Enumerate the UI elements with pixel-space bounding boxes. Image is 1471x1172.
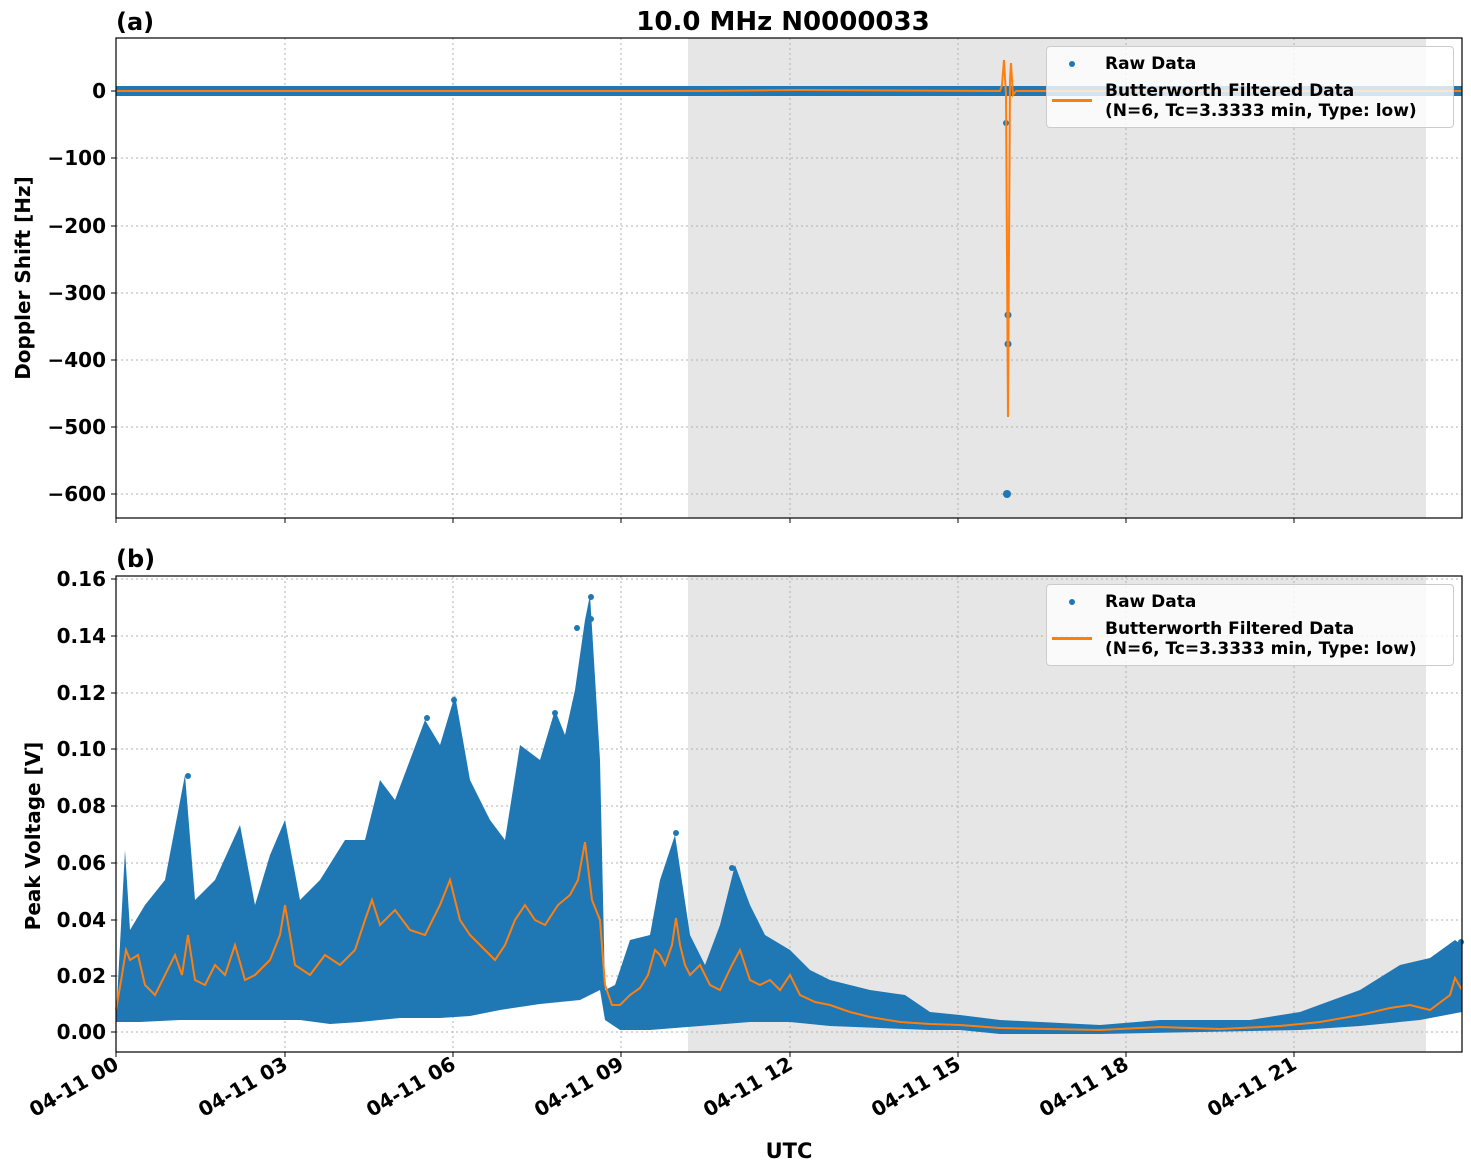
ytick-label: 0.04 <box>57 908 106 932</box>
xticks: 04-11 00 04-11 03 04-11 06 04-11 09 04-1… <box>25 1052 1301 1122</box>
legend-item-filtered: Butterworth Filtered Data (N=6, Tc=3.333… <box>1047 619 1453 659</box>
ytick-label: 0.12 <box>57 681 106 705</box>
legend-a: Raw Data Butterworth Filtered Data (N=6,… <box>1046 46 1454 128</box>
xtick-label: 04-11 18 <box>1035 1052 1133 1122</box>
raw-data-envelope-b <box>116 595 1462 1034</box>
legend-item-filtered: Butterworth Filtered Data (N=6, Tc=3.333… <box>1047 81 1453 121</box>
xtick-label: 04-11 09 <box>530 1052 628 1122</box>
legend-label-filtered: Butterworth Filtered Data <box>1105 619 1355 639</box>
xtick-label: 04-11 06 <box>362 1052 460 1122</box>
axes-frame-b <box>115 575 1463 1053</box>
ytick-label: 0.06 <box>57 851 106 875</box>
raw-data-marker-icon <box>1069 599 1075 605</box>
filtered-line-b <box>115 841 1463 1032</box>
ytick-label: 0.02 <box>57 964 106 988</box>
ytick-label: 0.00 <box>57 1020 106 1044</box>
legend-label-raw: Raw Data <box>1105 592 1197 612</box>
ytick-label: −200 <box>47 214 106 238</box>
y-axis-label-b: Peak Voltage [V] <box>21 742 45 931</box>
ytick-label: 0.10 <box>57 737 106 761</box>
xtick-label: 04-11 15 <box>867 1052 965 1122</box>
ticks-b <box>111 578 1295 1057</box>
yticks-b: 0.16 0.14 0.12 0.10 0.08 0.06 0.04 0.02 … <box>57 567 106 1044</box>
axes-frame-a <box>115 37 1463 519</box>
ytick-label: −500 <box>47 415 106 439</box>
ytick-label: 0.08 <box>57 794 106 818</box>
legend-label-filtered: Butterworth Filtered Data <box>1105 81 1355 101</box>
yticks-a: 0 −100 −200 −300 −400 −500 −600 <box>47 79 106 506</box>
ytick-label: 0 <box>92 79 106 103</box>
xtick-label: 04-11 03 <box>194 1052 292 1122</box>
legend-item-raw: Raw Data <box>1047 592 1453 612</box>
raw-data-marker-icon <box>1069 61 1075 67</box>
legend-label-filter-params: (N=6, Tc=3.3333 min, Type: low) <box>1105 101 1417 121</box>
xtick-label: 04-11 00 <box>25 1052 123 1122</box>
legend-label-filter-params: (N=6, Tc=3.3333 min, Type: low) <box>1105 639 1417 659</box>
ytick-label: −600 <box>47 482 106 506</box>
x-axis-label: UTC <box>766 1139 813 1163</box>
figure-title: 10.0 MHz N0000033 <box>636 7 929 37</box>
filtered-line-marker-icon <box>1052 637 1092 640</box>
panel-label-a: (a) <box>116 8 154 36</box>
panel-label-b: (b) <box>116 545 155 573</box>
filtered-line-a <box>116 59 1462 418</box>
xtick-label: 04-11 12 <box>699 1052 797 1122</box>
ticks-a <box>111 90 1295 523</box>
y-axis-label-a: Doppler Shift [Hz] <box>11 176 35 380</box>
legend-item-raw: Raw Data <box>1047 54 1453 74</box>
legend-b: Raw Data Butterworth Filtered Data (N=6,… <box>1046 584 1454 666</box>
xtick-label: 04-11 21 <box>1203 1052 1301 1122</box>
ytick-label: 0.16 <box>57 567 106 591</box>
ytick-label: −100 <box>47 146 106 170</box>
ytick-label: −400 <box>47 348 106 372</box>
legend-label-raw: Raw Data <box>1105 54 1197 74</box>
ytick-label: 0.14 <box>57 624 106 648</box>
filtered-line-marker-icon <box>1052 99 1092 102</box>
ytick-label: −300 <box>47 281 106 305</box>
